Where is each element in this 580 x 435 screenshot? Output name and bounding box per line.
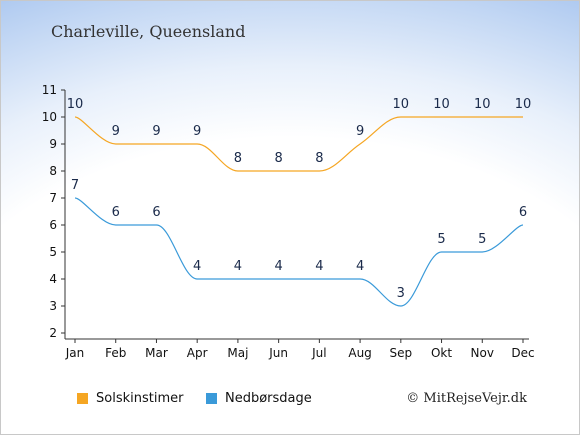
data-label: 4 [234, 259, 242, 274]
data-label: 10 [433, 97, 450, 112]
data-label: 6 [152, 205, 160, 220]
data-label: 10 [393, 97, 410, 112]
x-tick-label: Aug [348, 346, 371, 360]
legend-label-solskinstimer: Solskinstimer [96, 391, 184, 406]
x-tick-label: Jan [65, 346, 85, 360]
y-tick-label: 10 [42, 110, 57, 124]
x-tick-label: Feb [105, 346, 126, 360]
data-label: 7 [71, 178, 79, 193]
series-layer [74, 116, 524, 307]
x-tick-label: Mar [145, 346, 168, 360]
data-label: 10 [474, 97, 491, 112]
x-tick-label: Dec [511, 346, 534, 360]
data-label: 9 [356, 124, 364, 139]
data-label: 5 [478, 232, 486, 247]
data-label: 10 [515, 97, 532, 112]
series-line-solskinstimer [74, 116, 523, 172]
x-tick-label: Nov [471, 346, 494, 360]
data-label: 9 [152, 124, 160, 139]
data-labels-layer: 10 9 9 9 8 8 8 9 10 10 10 10 7 6 6 4 4 4 4 4 3 5 5 6 [67, 97, 532, 301]
legend-swatch-nedborsdage [206, 393, 217, 404]
data-label: 6 [519, 205, 527, 220]
data-label: 3 [397, 286, 405, 301]
legend-item-solskinstimer: Solskinstimer [77, 391, 183, 406]
y-tick-label: 2 [49, 326, 57, 340]
legend-item-nedborsdage: Nedbørsdage [206, 391, 312, 406]
data-label: 9 [112, 124, 120, 139]
series-line-nedborsdage [74, 197, 524, 307]
data-label: 8 [274, 151, 282, 166]
data-label: 8 [234, 151, 242, 166]
x-tick-label: Jul [311, 346, 326, 360]
data-label: 4 [274, 259, 282, 274]
y-tick-label: 4 [49, 272, 57, 286]
data-label: 4 [193, 259, 201, 274]
x-tick-label: Sep [390, 346, 413, 360]
data-label: 6 [112, 205, 120, 220]
copyright-text: © MitRejseVejr.dk [406, 391, 527, 406]
y-tick-label: 7 [49, 191, 57, 205]
data-label: 8 [315, 151, 323, 166]
legend-swatch-solskinstimer [77, 393, 88, 404]
data-label: 4 [315, 259, 323, 274]
x-tick-label: Maj [227, 346, 248, 360]
data-label: 9 [193, 124, 201, 139]
data-label: 4 [356, 259, 364, 274]
y-tick-label: 6 [49, 218, 57, 232]
legend-label-nedborsdage: Nedbørsdage [225, 391, 312, 406]
chart-title: Charleville, Queensland [51, 22, 246, 41]
data-label: 10 [67, 97, 84, 112]
y-tick-label: 3 [49, 299, 57, 313]
y-tick-label: 11 [42, 83, 57, 97]
data-label: 5 [437, 232, 445, 247]
x-tick-label: Okt [431, 346, 452, 360]
y-tick-label: 8 [49, 164, 57, 178]
x-tick-label: Jun [268, 346, 288, 360]
y-tick-label: 9 [49, 137, 57, 151]
y-tick-label: 5 [49, 245, 57, 259]
x-tick-label: Apr [187, 346, 208, 360]
